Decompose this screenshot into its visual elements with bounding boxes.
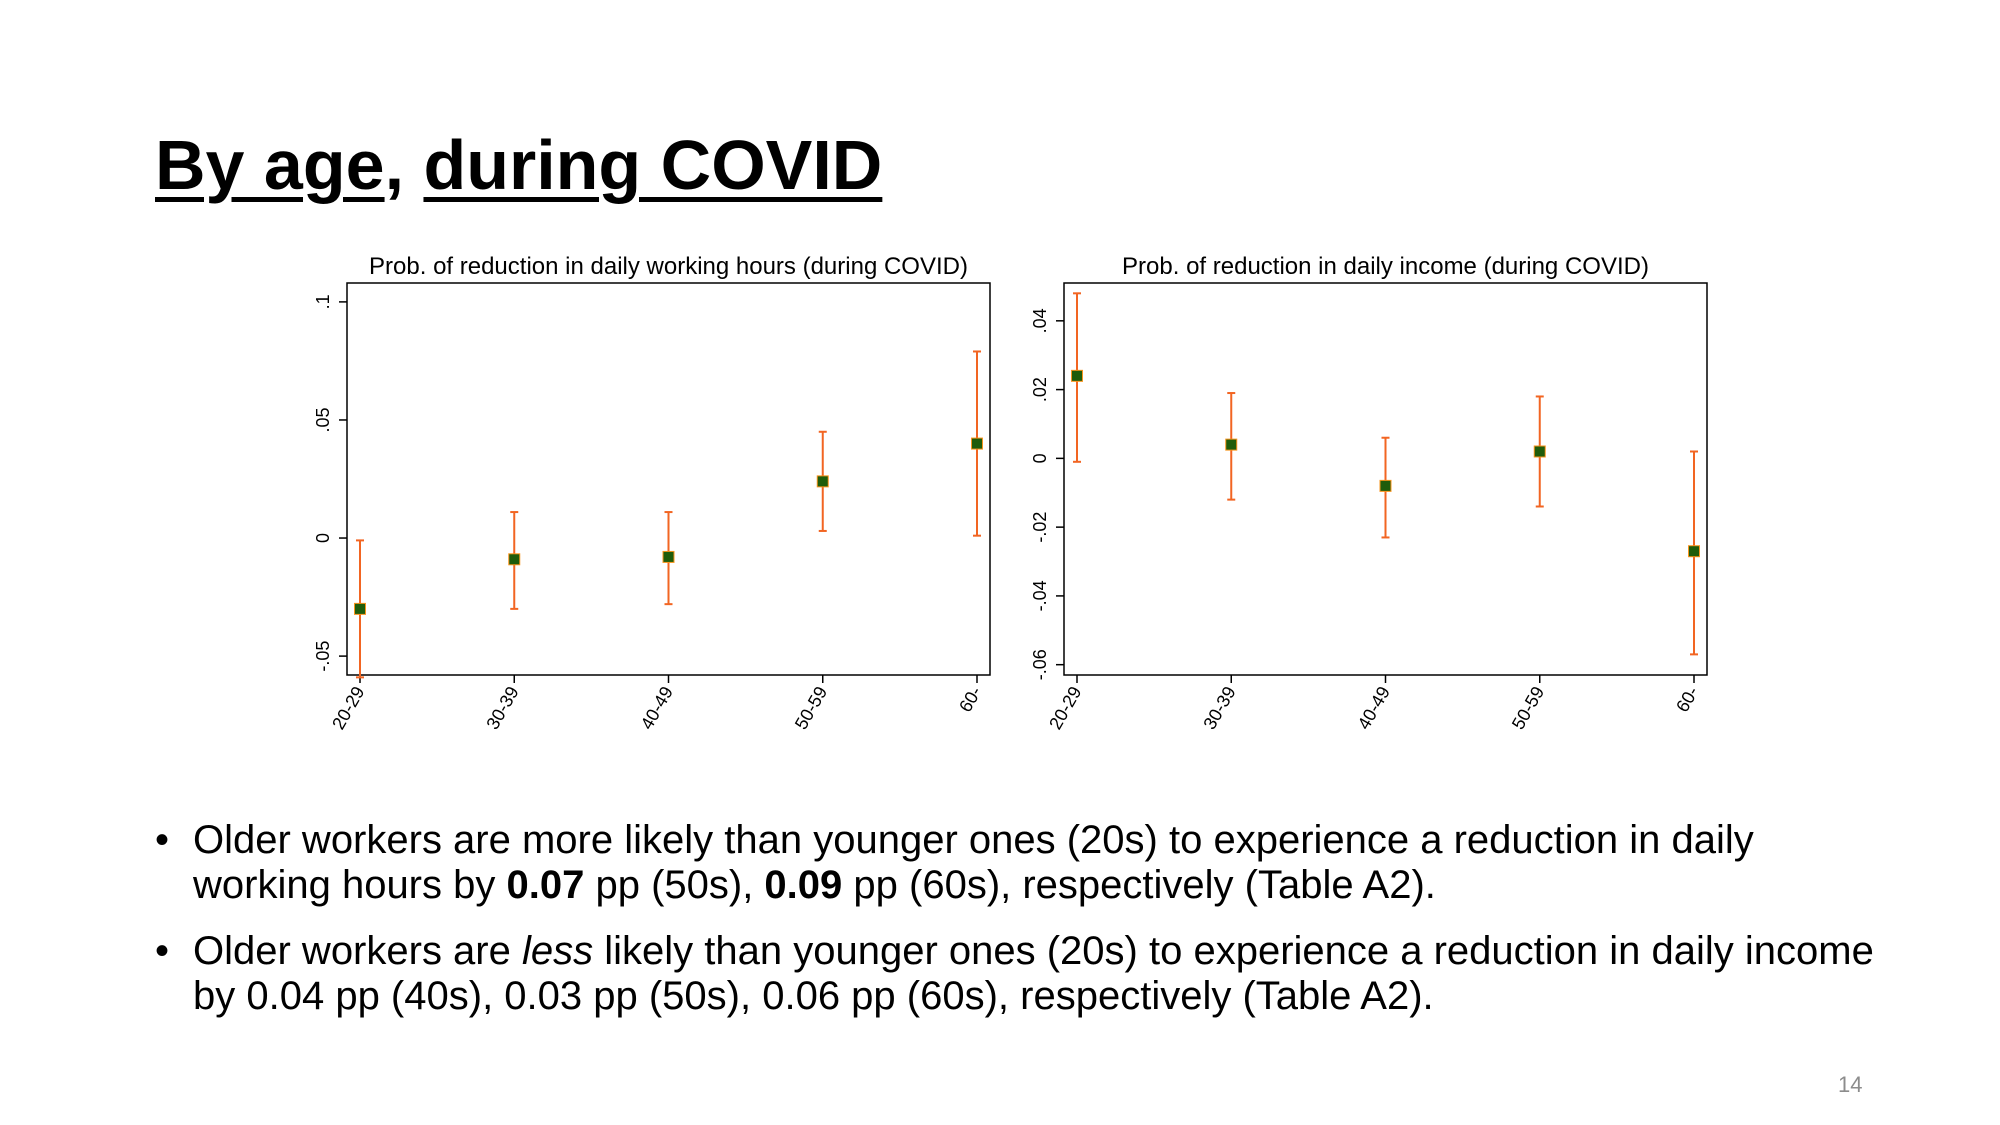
data-point <box>662 550 675 563</box>
bullet-bold-value: 0.09 <box>764 863 843 907</box>
data-point <box>1533 445 1546 458</box>
plot-frame <box>346 282 991 676</box>
bullet-text: pp (50s), <box>584 863 765 907</box>
bullet-bold-value: 0.07 <box>506 863 585 907</box>
bullet-list: Older workers are more likely than young… <box>155 818 1875 1040</box>
data-point <box>1071 369 1083 382</box>
x-tick-label: 40-49 <box>1354 683 1394 733</box>
data-point <box>354 602 366 615</box>
chart-title: Prob. of reduction in daily income (duri… <box>1122 253 1649 280</box>
chart-working-hours: Prob. of reduction in daily working hour… <box>313 253 991 733</box>
bullet-text: pp (60s), respectively (Table A2). <box>842 863 1436 907</box>
bullet-item-hours: Older workers are more likely than young… <box>155 818 1875 908</box>
y-tick-label: -.02 <box>1030 512 1050 543</box>
slide-title-separator: , <box>384 126 424 204</box>
y-tick-label: .02 <box>1030 377 1050 402</box>
x-tick-label: 40-49 <box>637 683 677 733</box>
slide-title: By age, during COVID <box>155 125 882 205</box>
data-point <box>1688 545 1700 558</box>
x-tick-label: 50-59 <box>1508 683 1548 733</box>
bullet-text: Older workers are <box>193 929 522 973</box>
y-tick-label: -.06 <box>1030 649 1050 680</box>
y-tick-label: .1 <box>313 294 333 309</box>
y-tick-label: 0 <box>1030 453 1050 463</box>
y-tick-label: .04 <box>1030 308 1050 333</box>
data-point <box>971 437 983 450</box>
data-point <box>1379 479 1392 492</box>
data-point <box>508 553 521 566</box>
x-tick-label: 30-39 <box>482 683 522 733</box>
y-tick-label: -.04 <box>1030 580 1050 611</box>
bullet-text: Older workers are more likely than young… <box>193 818 1754 907</box>
data-point <box>816 475 829 488</box>
bullet-item-income: Older workers are less likely than young… <box>155 929 1875 1019</box>
bullet-italic-word: less <box>521 929 594 973</box>
page-number: 14 <box>1838 1072 1863 1097</box>
bullet-text: likely than younger ones (20s) to experi… <box>193 929 1874 1018</box>
chart-daily-income: Prob. of reduction in daily income (duri… <box>1030 253 1708 733</box>
x-tick-label: 60- <box>955 683 985 716</box>
x-tick-label: 50-59 <box>791 683 831 733</box>
data-point <box>1225 438 1238 451</box>
slide-title-part-1: By age <box>155 126 385 204</box>
slide-title-part-2: during COVID <box>423 126 883 204</box>
x-tick-label: 30-39 <box>1199 683 1239 733</box>
x-tick-label: 60- <box>1672 683 1702 716</box>
chart-title: Prob. of reduction in daily working hour… <box>369 253 968 280</box>
y-tick-label: -.05 <box>313 641 333 672</box>
y-tick-label: 0 <box>313 533 333 543</box>
y-tick-label: .05 <box>313 407 333 432</box>
charts-figure: Prob. of reduction in daily working hour… <box>313 253 1708 733</box>
x-tick-label: 20-29 <box>328 683 368 733</box>
x-tick-label: 20-29 <box>1045 683 1085 733</box>
